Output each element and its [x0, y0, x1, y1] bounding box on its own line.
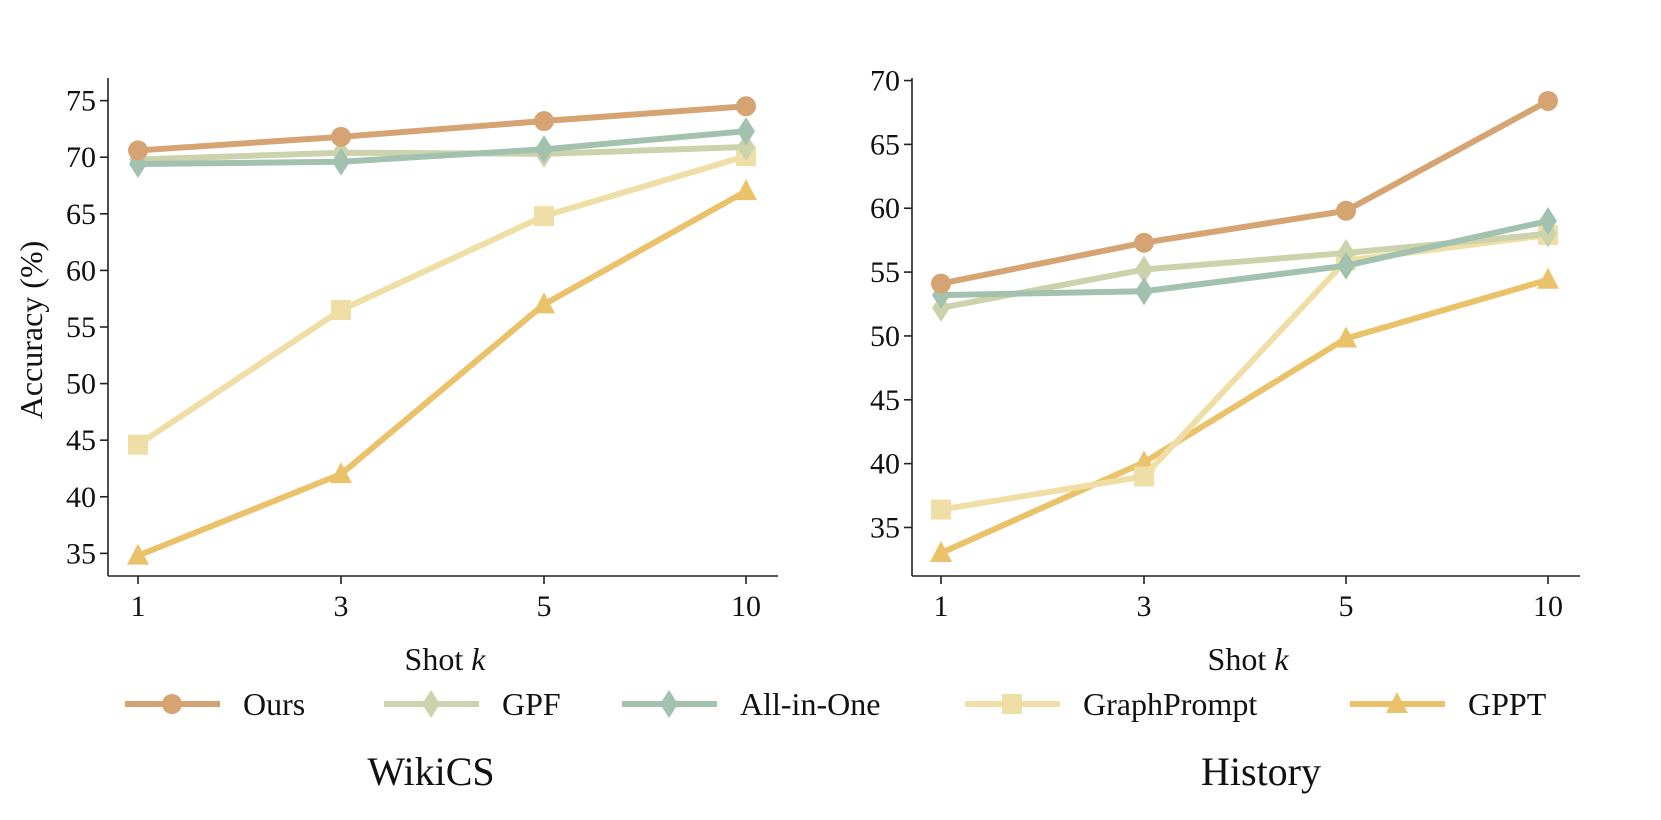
data-point-ours	[331, 126, 351, 147]
legend-item-all-in-one: All-in-One	[622, 686, 880, 722]
data-point-ours	[736, 96, 756, 117]
data-point-all-in-one	[737, 117, 755, 146]
panel-title-history: History	[1201, 749, 1321, 794]
y-tick-label: 70	[66, 141, 96, 174]
y-tick-label: 40	[870, 448, 900, 481]
series-graphprompt	[128, 146, 756, 455]
y-tick-label: 65	[870, 128, 900, 161]
y-tick-label: 55	[870, 256, 900, 289]
series-line-all-in-one	[135, 128, 749, 168]
series-line-gppt	[135, 188, 749, 559]
series-line-ours	[135, 103, 749, 154]
y-axis-label: Accuracy (%)	[13, 241, 49, 420]
legend-label: GPF	[502, 686, 561, 722]
panel-title-wikics: WikiCS	[367, 749, 494, 794]
legend-label: All-in-One	[740, 686, 880, 722]
data-point-gppt	[735, 179, 757, 201]
y-tick-label: 45	[66, 424, 96, 457]
y-tick-label: 50	[66, 368, 96, 401]
data-point-ours	[931, 273, 951, 294]
legend-marker-gppt	[1386, 692, 1408, 713]
series-all-in-one	[932, 207, 1557, 310]
y-tick-label: 65	[66, 198, 96, 231]
y-tick-label: 40	[66, 481, 96, 514]
series-ours	[128, 96, 756, 161]
data-point-ours	[1336, 200, 1356, 221]
data-point-ours	[1538, 90, 1558, 111]
x-tick-label: 5	[537, 590, 552, 623]
data-point-graphprompt	[331, 300, 351, 321]
data-point-ours	[128, 140, 148, 161]
x-axis-label: Shot k	[1208, 641, 1290, 677]
x-tick-label: 5	[1339, 590, 1354, 623]
data-point-gpf	[1135, 255, 1153, 284]
series-gppt	[930, 267, 1559, 563]
legend-label: GraphPrompt	[1083, 686, 1257, 722]
y-tick-label: 75	[66, 85, 96, 118]
data-point-all-in-one	[535, 135, 553, 164]
legend: Ours GPF All-in-One GraphPrompt GPPT	[125, 686, 1547, 722]
legend-item-ours: Ours	[125, 686, 305, 722]
series-line-all-in-one	[938, 218, 1551, 299]
legend-label: GPPT	[1468, 686, 1547, 722]
data-point-gpf	[737, 133, 755, 162]
legend-marker-ours	[162, 694, 182, 714]
legend-marker-graphprompt	[1002, 694, 1022, 714]
legend-label: Ours	[243, 686, 305, 722]
legend-marker-all-in-one	[660, 690, 678, 718]
data-point-gppt	[330, 462, 352, 484]
legend-marker-gpf	[422, 690, 440, 718]
legend-item-gpf: GPF	[384, 686, 561, 722]
data-point-ours	[534, 111, 554, 132]
y-tick-label: 35	[66, 537, 96, 570]
series-line-graphprompt	[938, 232, 1551, 513]
data-point-all-in-one	[1539, 207, 1557, 236]
y-tick-label: 35	[870, 511, 900, 544]
series-ours	[931, 90, 1558, 294]
data-point-gppt	[1133, 450, 1155, 472]
data-point-all-in-one	[332, 147, 350, 176]
y-tick-label: 55	[66, 311, 96, 344]
x-tick-label: 3	[1137, 590, 1152, 623]
data-point-graphprompt	[128, 434, 148, 455]
legend-item-gppt: GPPT	[1350, 686, 1547, 722]
data-point-gppt	[1537, 267, 1559, 289]
x-axis-label: Shot k	[405, 641, 487, 677]
data-point-graphprompt	[931, 499, 951, 520]
series-line-gpf	[938, 230, 1551, 311]
data-point-ours	[1134, 232, 1154, 253]
y-tick-label: 70	[870, 65, 900, 98]
x-tick-label: 1	[934, 590, 949, 623]
data-point-gppt	[127, 543, 149, 565]
y-tick-label: 50	[870, 320, 900, 353]
x-tick-label: 1	[131, 590, 146, 623]
legend-item-graphprompt: GraphPrompt	[965, 686, 1257, 722]
series-line-ours	[938, 97, 1551, 287]
data-point-all-in-one	[1135, 277, 1153, 306]
x-tick-label: 10	[1533, 590, 1563, 623]
y-tick-label: 60	[870, 192, 900, 225]
data-point-graphprompt	[1134, 466, 1154, 487]
data-point-graphprompt	[534, 206, 554, 227]
data-point-gppt	[533, 292, 555, 314]
x-tick-label: 10	[731, 590, 761, 623]
series-line-graphprompt	[135, 153, 749, 448]
series-gppt	[127, 179, 757, 565]
series-line-gppt	[938, 276, 1551, 557]
data-point-all-in-one	[1337, 251, 1355, 280]
x-tick-label: 3	[334, 590, 349, 623]
data-point-gppt	[1335, 326, 1357, 348]
y-tick-label: 60	[66, 254, 96, 287]
y-tick-label: 45	[870, 384, 900, 417]
data-point-gppt	[930, 541, 952, 563]
